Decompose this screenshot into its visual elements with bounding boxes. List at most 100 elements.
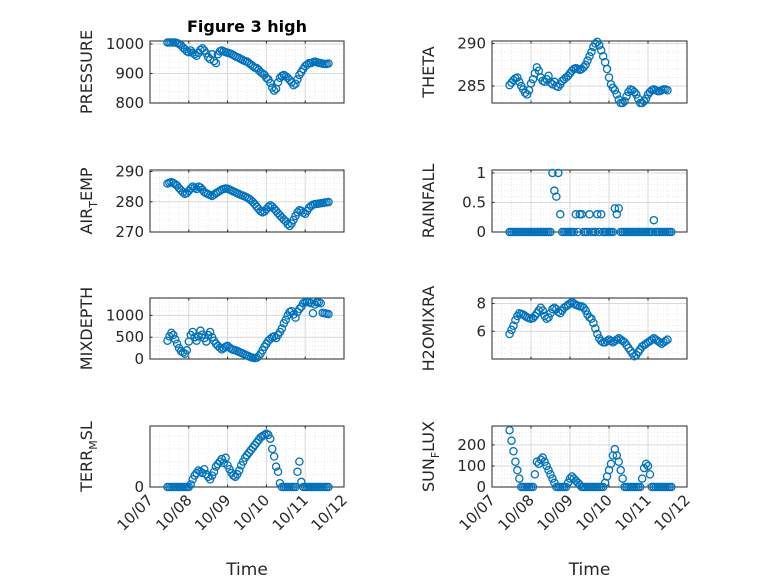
y-tick-label: 8 (476, 295, 486, 313)
data-point (513, 465, 522, 475)
y-tick-label: 1000 (106, 306, 144, 324)
data-point (612, 210, 622, 219)
data-point (526, 79, 536, 88)
data-point (585, 52, 594, 61)
y-tick-label: 100 (457, 457, 486, 475)
data-point (530, 470, 540, 479)
data-point (264, 202, 273, 212)
data-point (585, 313, 594, 322)
data-point (598, 482, 608, 492)
data-point (608, 83, 618, 92)
data-point (167, 328, 176, 338)
data-point (186, 184, 195, 193)
data-point (550, 186, 559, 195)
data-point (260, 430, 269, 440)
data-point (209, 467, 219, 476)
data-point (266, 434, 275, 443)
data-point (209, 56, 219, 66)
x-tick-label: 10/11 (269, 491, 312, 534)
y-axis-label-rest: EMP (77, 167, 96, 201)
data-point (163, 336, 172, 345)
data-point (632, 90, 641, 99)
y-tick-label: 900 (115, 64, 144, 82)
data-point (324, 482, 333, 492)
y-tick-label: 290 (457, 35, 486, 53)
data-point (606, 459, 616, 469)
axes-box (149, 169, 345, 233)
data-point (289, 81, 298, 90)
data-point (546, 308, 555, 318)
data-point (569, 227, 579, 237)
data-point (192, 468, 201, 478)
data-point (190, 183, 199, 193)
data-point (587, 314, 596, 324)
data-point (324, 309, 333, 319)
data-point (205, 55, 215, 64)
y-axis-label: PRESSURE (77, 30, 96, 114)
data-point (192, 336, 201, 345)
y-tick-label: 0 (134, 478, 144, 496)
data-point (295, 457, 304, 466)
data-point (563, 478, 573, 488)
data-point (507, 325, 516, 335)
data-point (610, 86, 620, 95)
data-point (610, 204, 620, 213)
x-tick-label: 10/08 (495, 491, 538, 534)
data-point (637, 474, 647, 483)
data-point (641, 459, 651, 469)
data-point (293, 75, 302, 84)
data-point (184, 47, 194, 57)
y-axis-label-rest: LUX (419, 421, 438, 452)
subplot-air_temp: 270 280 290 AIRTEMP (77, 163, 345, 241)
data-point (229, 471, 238, 480)
data-point (612, 335, 622, 344)
x-tick-label: 10/12 (651, 491, 694, 534)
data-point (661, 336, 670, 346)
data-point (649, 215, 659, 225)
y-axis-label: RAINFALL (419, 164, 438, 239)
data-point (211, 58, 221, 68)
data-point (256, 206, 265, 216)
y-axis-label: AIRTEMP (77, 167, 100, 234)
data-point (595, 40, 604, 50)
data-point (215, 343, 225, 352)
data-point (271, 462, 281, 471)
subplot-pressure: 800 900 1000 PRESSURE Figure 3 high (77, 17, 345, 114)
data-point (196, 326, 205, 335)
data-point (643, 461, 653, 471)
y-tick-label: 6 (476, 322, 486, 340)
data-point (205, 327, 215, 337)
y-tick-label: 0.5 (462, 193, 486, 211)
data-point (308, 308, 318, 318)
data-point (169, 330, 178, 340)
data-point (509, 321, 518, 330)
data-point (291, 79, 300, 89)
y-axis-label-main: TERR (77, 450, 96, 493)
data-point (505, 425, 514, 435)
y-tick-label: 1000 (106, 35, 144, 53)
data-point (515, 77, 524, 87)
data-point (273, 467, 283, 476)
x-tick-label: 10/09 (534, 491, 577, 534)
data-point (170, 335, 180, 344)
data-point (596, 210, 606, 219)
data-point (579, 63, 588, 72)
data-point (630, 87, 639, 97)
data-point (667, 227, 676, 237)
data-point (540, 77, 549, 87)
y-tick-label: 1 (476, 164, 486, 182)
data-point (667, 482, 676, 492)
data-point (172, 339, 182, 348)
axes-box (491, 40, 688, 104)
data-point (234, 466, 244, 475)
data-point (267, 444, 277, 454)
y-tick-label: 800 (115, 94, 144, 112)
data-point (544, 313, 553, 322)
subplot-rainfall: 0 0.5 1 RAINFALL (419, 164, 688, 241)
data-point (581, 60, 590, 70)
x-tick-label: 10/08 (152, 491, 195, 534)
data-point (542, 461, 551, 471)
y-tick-label: 0 (476, 223, 486, 241)
data-point (591, 324, 600, 333)
